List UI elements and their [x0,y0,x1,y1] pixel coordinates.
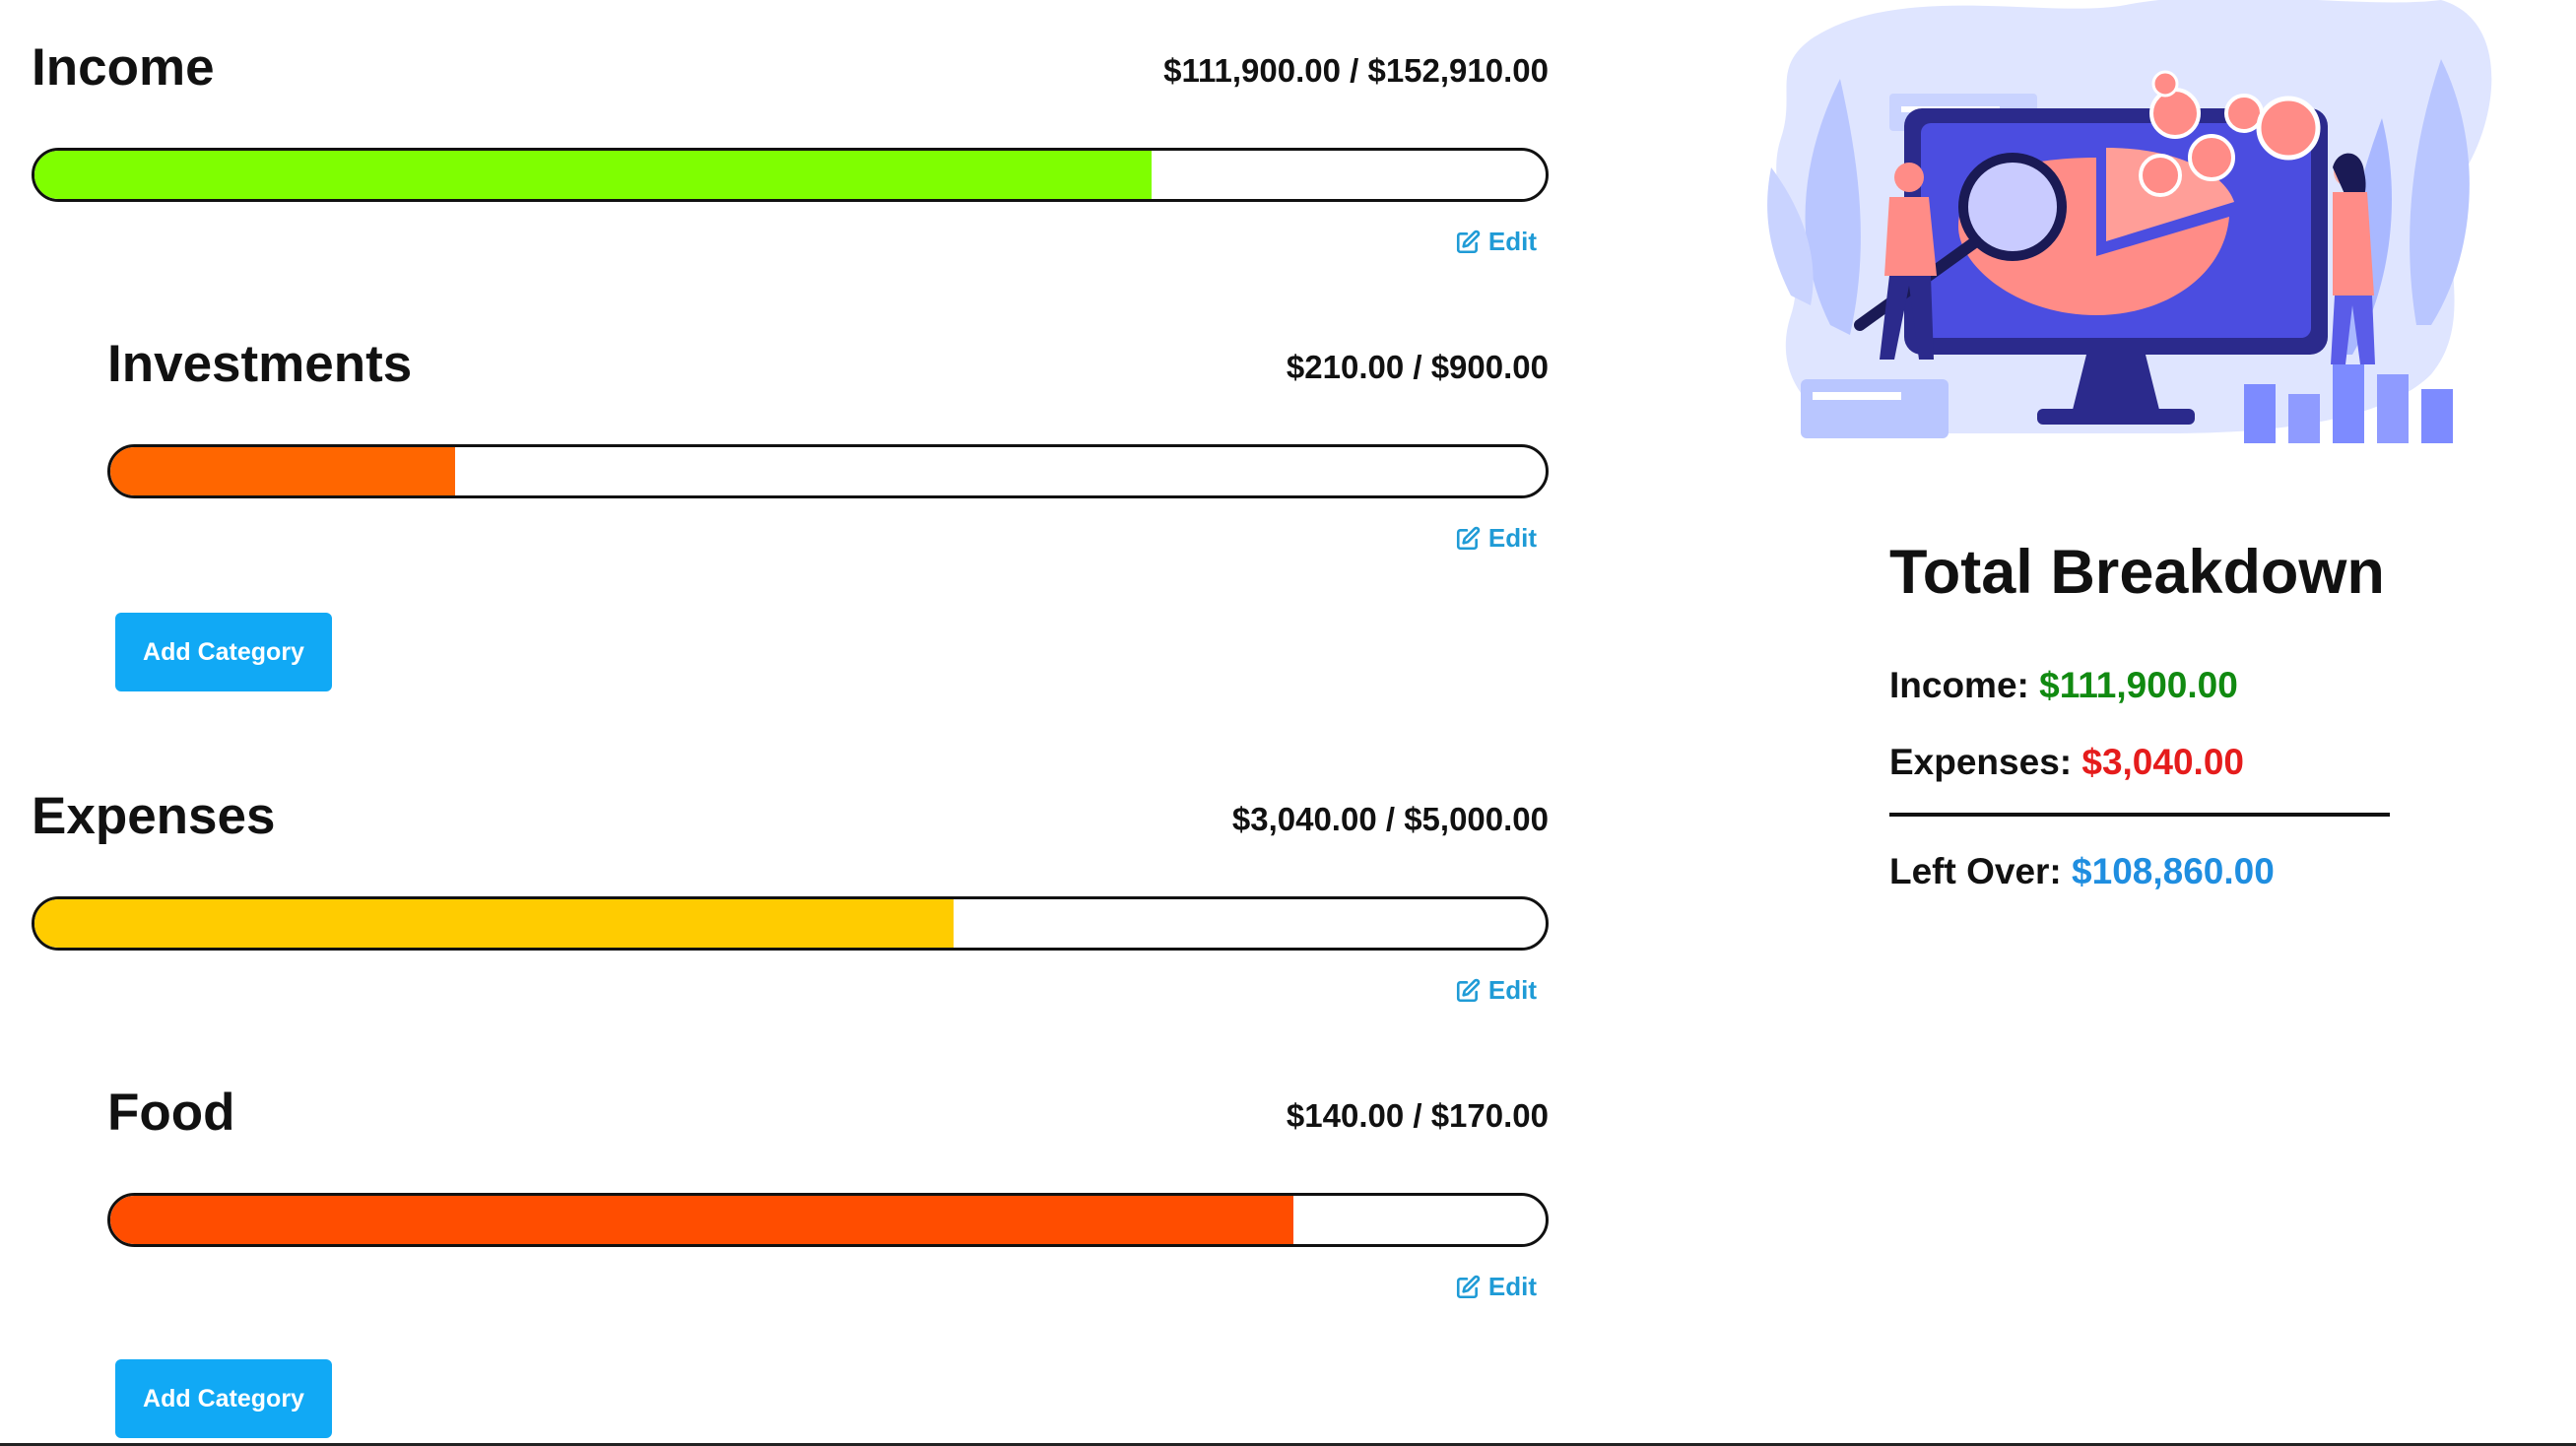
edit-expenses-link[interactable]: Edit [1455,975,1537,1006]
magnifier-glass [1958,153,2067,261]
edit-label: Edit [1487,227,1537,256]
mini-bar [2288,394,2320,443]
breakdown-divider [1889,813,2390,817]
edit-icon [1456,978,1481,1002]
user-avatar [2151,70,2179,98]
monitor-base [2037,409,2195,425]
add-category-button[interactable]: Add Category [115,613,332,691]
page-bottom-border [0,1443,2576,1446]
progress-bar [107,444,1549,498]
breakdown-income-label: Income: [1889,665,2029,705]
person-body [1884,197,1937,276]
budget-title: Income [32,38,215,97]
budget-amount: $210.00 / $900.00 [1286,349,1549,385]
leaf [1805,79,1861,335]
breakdown-title: Total Breakdown [1889,538,2385,607]
leaf [1767,167,1814,305]
budget-amount: $140.00 / $170.00 [1286,1097,1549,1134]
edit-food-link[interactable]: Edit [1455,1272,1537,1302]
desk-card-line [1813,392,1901,400]
user-avatar [2149,88,2201,139]
edit-icon [1456,230,1481,253]
user-avatar [2188,134,2235,181]
breakdown-income-value: $111,900.00 [2039,665,2238,705]
breakdown-leftover-row: Left Over: $108,860.00 [1889,853,2275,889]
desk-card [1801,379,1949,438]
leaf [2410,59,2470,325]
add-category-button[interactable]: Add Category [115,1359,332,1438]
budget-amount: $3,040.00 / $5,000.00 [1231,801,1549,837]
mini-bar [2244,384,2276,443]
finance-illustration [1767,0,2492,443]
person-head [1894,163,1924,192]
breakdown-income-row: Income: $111,900.00 [1889,667,2238,703]
person-legs [1880,276,1934,360]
breakdown-leftover-label: Left Over: [1889,851,2062,891]
mini-bar [2333,364,2364,443]
progress-bar-fill [34,899,954,948]
progress-bar-fill [34,151,1152,199]
budget-amount: $111,900.00 / $152,910.00 [1163,52,1549,89]
edit-label: Edit [1487,523,1537,553]
progress-bar-fill [110,1196,1293,1244]
breakdown-expenses-row: Expenses: $3,040.00 [1889,744,2244,780]
user-avatar [2256,96,2321,161]
person-body [2333,192,2374,296]
budget-title: Expenses [32,787,276,845]
user-avatar [2139,154,2182,197]
monitor-stand [2072,355,2160,414]
budget-title: Investments [107,335,413,393]
mini-bar [2421,389,2453,443]
progress-bar [107,1193,1549,1247]
breakdown-expenses-label: Expenses: [1889,742,2073,782]
progress-bar [32,896,1549,951]
edit-icon [1456,526,1481,550]
progress-bar-fill [110,447,455,495]
progress-bar [32,148,1549,202]
edit-label: Edit [1487,1272,1537,1301]
edit-icon [1456,1275,1481,1298]
person-legs [2331,296,2375,364]
budget-title: Food [107,1084,235,1142]
total-breakdown: Total Breakdown Income: $111,900.00 Expe… [1889,538,2397,889]
edit-income-link[interactable]: Edit [1455,227,1537,257]
mini-bar [2377,374,2409,443]
breakdown-leftover-value: $108,860.00 [2072,851,2275,891]
edit-investments-link[interactable]: Edit [1455,523,1537,554]
breakdown-expenses-value: $3,040.00 [2081,742,2244,782]
budget-list: Income $111,900.00 / $152,910.00 Edit In… [32,38,1549,1438]
edit-label: Edit [1487,975,1537,1005]
